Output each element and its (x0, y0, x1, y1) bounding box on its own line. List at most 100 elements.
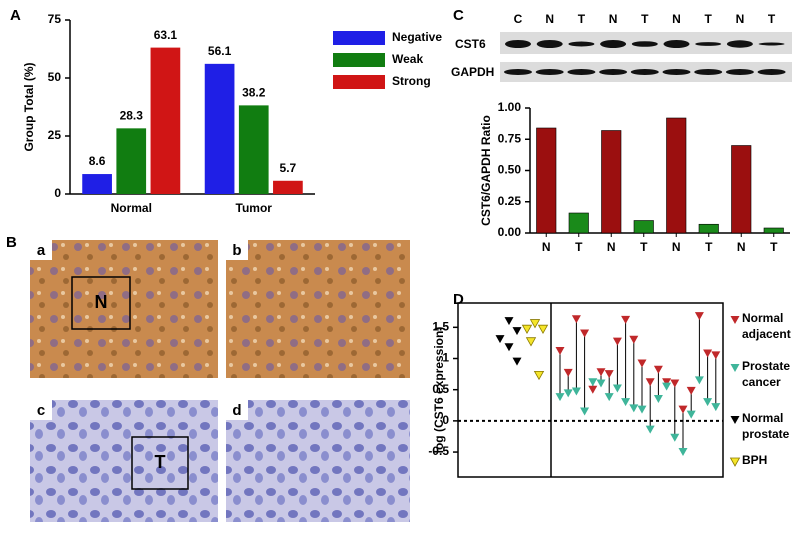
y-axis-label: CST6/GAPDH Ratio (479, 115, 493, 226)
y-tick-label: -0.5 (428, 444, 449, 458)
micrograph (226, 400, 410, 522)
point (555, 393, 565, 402)
bar (568, 212, 589, 234)
plot-frame (457, 302, 724, 478)
point (686, 410, 696, 419)
point (629, 335, 639, 344)
blot-lane-label: T (641, 12, 649, 26)
legend-label: BPH (742, 453, 768, 467)
blot-band (630, 69, 659, 75)
point (571, 387, 581, 396)
y-axis-label: Group Total (%) (22, 62, 36, 151)
y-tick-label: 0.5 (432, 382, 449, 396)
bar (273, 180, 303, 194)
blot-band (758, 42, 785, 46)
point (563, 389, 573, 398)
point (703, 398, 713, 407)
panel-letter: A (10, 7, 21, 24)
blot-band (757, 69, 786, 75)
y-tick-label: 50 (48, 70, 62, 84)
point (637, 405, 647, 414)
data-label: 8.6 (89, 154, 106, 168)
x-tick-label: T (640, 240, 648, 254)
bar (763, 227, 784, 234)
point (645, 425, 655, 434)
blot-band (631, 41, 658, 47)
point (730, 316, 740, 324)
bar (150, 47, 181, 194)
x-tick-label: N (542, 240, 551, 254)
label-box (226, 400, 248, 420)
blot-lane-label: C (514, 12, 523, 26)
panel-letter: C (453, 7, 464, 24)
x-tick-label: N (607, 240, 616, 254)
point (529, 319, 541, 329)
point (612, 384, 622, 393)
point (729, 457, 741, 467)
blot-band (567, 69, 596, 75)
bar (238, 105, 269, 194)
blot-lane-label: T (768, 12, 776, 26)
point (533, 370, 545, 381)
legend-label: Normal adjacent (742, 311, 791, 341)
micrograph-label: b (232, 242, 241, 259)
point (694, 312, 704, 321)
point (670, 433, 680, 442)
legend-swatch (333, 53, 385, 67)
blot-band (535, 69, 564, 75)
y-tick-label: 1.5 (432, 319, 449, 333)
y-tick-label: 0.75 (498, 131, 522, 145)
x-tick-label: Normal (111, 201, 152, 215)
y-tick-label: 0.50 (498, 163, 522, 177)
micrograph (30, 400, 218, 522)
point (504, 343, 514, 352)
data-label: 5.7 (280, 161, 297, 175)
point (703, 349, 713, 358)
blot-band (695, 42, 722, 46)
blot-lane-label: T (578, 12, 586, 26)
panel-letter: B (6, 234, 17, 251)
legend-label: Normal prostate (742, 411, 790, 441)
x-tick-label: N (672, 240, 681, 254)
micrograph-label: a (37, 242, 46, 259)
point (555, 347, 565, 356)
legend-label: Strong (392, 74, 431, 88)
bar (633, 220, 654, 234)
bar (731, 145, 752, 234)
label-box (30, 400, 52, 420)
y-tick-label: 0 (442, 413, 449, 427)
blot-band (662, 69, 691, 75)
blot-band (505, 40, 531, 48)
point (563, 368, 573, 377)
bar (698, 223, 719, 234)
blot-band (536, 40, 563, 48)
blot-band (694, 69, 723, 75)
point (612, 337, 622, 346)
bar (116, 128, 147, 194)
micrograph-label: d (232, 402, 241, 419)
data-label: 38.2 (242, 86, 266, 100)
micrograph (30, 240, 218, 378)
y-tick-label: 75 (48, 12, 62, 26)
blot-lane-label: N (672, 12, 681, 26)
bar (82, 174, 112, 194)
region-box (71, 276, 131, 330)
point (596, 368, 606, 377)
point (588, 378, 598, 387)
region-label: N (95, 292, 108, 312)
point (604, 393, 614, 402)
blot-lane-label: T (705, 12, 713, 26)
label-box (226, 240, 248, 260)
blot-band (568, 41, 595, 47)
y-axis-label: log (CST6 expression) (432, 327, 446, 454)
point (512, 357, 522, 366)
y-tick-label: 1 (442, 351, 449, 365)
blot-row-label: CST6 (455, 37, 486, 51)
blot-band (600, 40, 627, 48)
bar (536, 127, 557, 234)
y-tick-label: 1.00 (498, 100, 522, 114)
point (645, 378, 655, 387)
blot-band (599, 69, 628, 75)
